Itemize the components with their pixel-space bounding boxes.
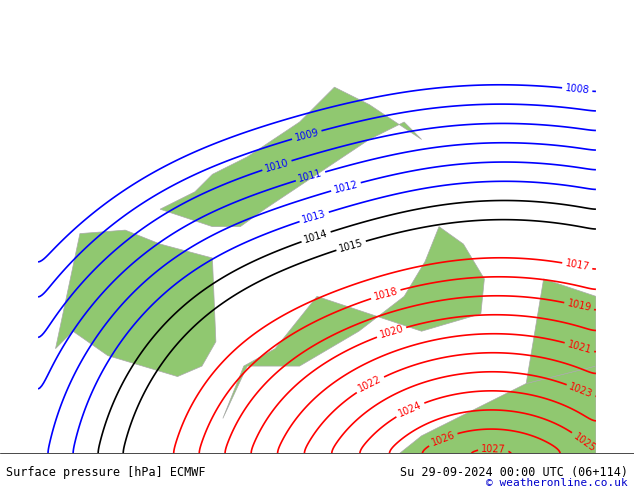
Text: 1019: 1019: [566, 298, 592, 314]
Text: 1020: 1020: [378, 324, 404, 340]
Text: 1015: 1015: [338, 238, 365, 254]
Text: 1023: 1023: [567, 382, 594, 400]
Text: 1027: 1027: [481, 443, 506, 454]
Text: 1021: 1021: [566, 339, 593, 355]
Text: 1024: 1024: [397, 400, 424, 419]
Text: 1011: 1011: [297, 168, 323, 184]
Text: 1010: 1010: [264, 157, 290, 173]
Text: © weatheronline.co.uk: © weatheronline.co.uk: [486, 478, 628, 488]
Text: 1017: 1017: [564, 259, 590, 273]
Text: 1013: 1013: [301, 209, 327, 225]
Text: 1022: 1022: [357, 374, 384, 394]
Text: Su 29-09-2024 00:00 UTC (06+114): Su 29-09-2024 00:00 UTC (06+114): [399, 466, 628, 479]
Text: 1026: 1026: [430, 430, 456, 448]
Text: 1008: 1008: [564, 83, 590, 96]
Polygon shape: [56, 230, 216, 376]
Text: 1014: 1014: [303, 228, 329, 245]
Text: Surface pressure [hPa] ECMWF: Surface pressure [hPa] ECMWF: [6, 466, 206, 479]
Text: 1025: 1025: [572, 431, 598, 454]
Polygon shape: [334, 366, 596, 490]
Text: 1018: 1018: [373, 286, 399, 302]
Polygon shape: [223, 227, 484, 418]
Text: 1012: 1012: [333, 179, 359, 195]
Polygon shape: [160, 87, 422, 227]
Text: 1009: 1009: [294, 127, 320, 143]
Polygon shape: [526, 279, 596, 384]
